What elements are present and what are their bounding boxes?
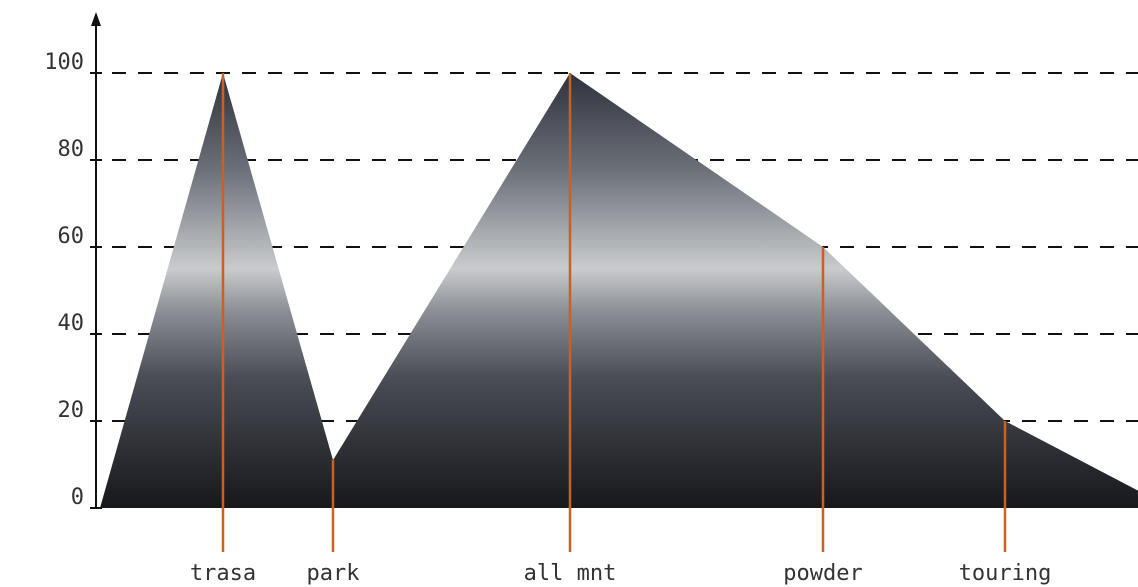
x-tick-label: trasa bbox=[190, 561, 256, 586]
y-axis-arrow bbox=[91, 12, 101, 26]
y-tick-label: 80 bbox=[58, 137, 85, 162]
y-tick-label: 60 bbox=[58, 224, 85, 249]
y-tick-label: 40 bbox=[58, 311, 85, 336]
x-tick-label: touring bbox=[959, 561, 1052, 586]
y-tick-label: 100 bbox=[44, 50, 84, 75]
y-tick-label: 0 bbox=[71, 485, 84, 510]
y-tick-label: 20 bbox=[58, 398, 85, 423]
x-tick-label: park bbox=[307, 561, 360, 586]
x-tick-label: powder bbox=[783, 561, 862, 586]
x-tick-label: all mnt bbox=[524, 561, 617, 586]
area bbox=[100, 73, 1138, 508]
